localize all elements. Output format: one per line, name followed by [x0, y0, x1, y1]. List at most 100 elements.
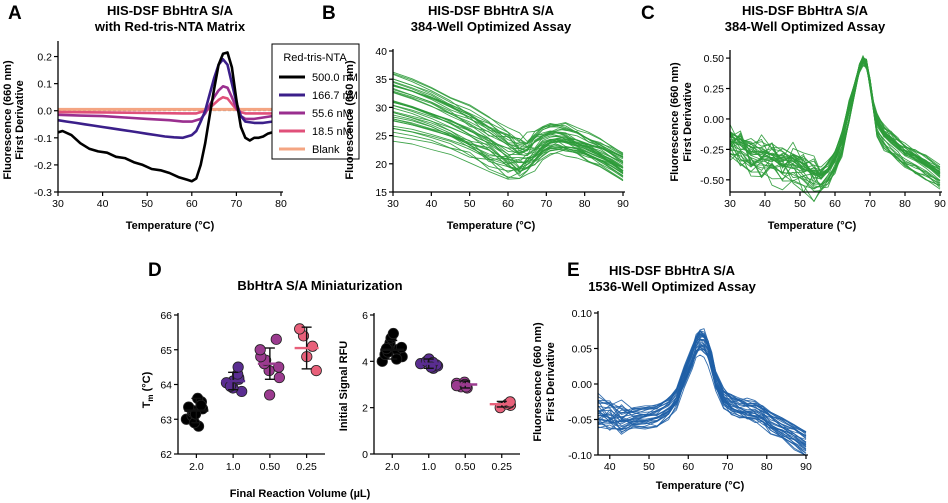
panel-d-sub0-y-tick-label: 66 [160, 310, 172, 322]
panel-a-x-tick-label: 40 [97, 198, 109, 210]
legend-item-label: 18.5 nM [312, 126, 352, 138]
panel-letter-a: A [8, 3, 22, 24]
panel-c-x-tick-label: 30 [724, 198, 736, 210]
panel-e-curve [597, 354, 807, 448]
panel-e-curve [597, 333, 807, 450]
panel-a-title-line1: HIS-DSF BbHtrA S/A [107, 3, 234, 18]
panel-d-sub0-x-tick-label: 2.0 [189, 461, 204, 473]
panel-a-y-tick-label: 0.0 [37, 106, 52, 118]
panel-d-sub1-y-tick-label: 6 [362, 310, 368, 322]
legend-box [271, 43, 360, 160]
panel-a-x-tick-label: 50 [141, 198, 153, 210]
panel-b-curve [392, 111, 624, 180]
panel-e-x-tick-label: 50 [643, 461, 655, 473]
panel-b-curve [392, 101, 624, 157]
panel-d-sub0-y-tick-label: 63 [160, 414, 172, 426]
panel-c-x-tick-label: 90 [934, 198, 946, 210]
panel-d-sub0-point [270, 333, 282, 345]
panel-a-y-tick-label: -0.1 [34, 133, 52, 145]
panel-letter-e: E [567, 260, 580, 281]
legend-item-label: 500.0 nM [312, 72, 358, 84]
panel-d-xlabel: Final Reaction Volume (µL) [230, 488, 371, 500]
panel-d-sub0-y-tick-label: 62 [160, 449, 172, 461]
panel-c-x-tick-label: 50 [794, 198, 806, 210]
panel-a-x-tick-label: 60 [186, 198, 198, 210]
panel-b-title-line1: HIS-DSF BbHtrA S/A [428, 3, 555, 18]
panel-e-curve [597, 349, 807, 445]
panel-d-sub0-point [273, 371, 285, 384]
panel-d-sub1-point [387, 327, 399, 340]
panel-e-title-line1: HIS-DSF BbHtrA S/A [609, 263, 736, 278]
panel-a-x-tick-label: 80 [275, 198, 287, 210]
panel-b-title-line2: 384-Well Optimized Assay [411, 19, 572, 34]
panel-b-x-tick-label: 80 [579, 198, 591, 210]
panel-e-curve [597, 341, 807, 454]
panel-e-x-tick-label: 60 [682, 461, 694, 473]
panel-a-legend: Red-tris-NTA 500.0 nM 166.7 nM 55.6 nM 18.5… [271, 43, 360, 160]
panel-b-chart: HIS-DSF BbHtrA S/A 384-Well Optimized As… [344, 3, 629, 232]
panel-c-y-tick-label: 0.00 [704, 114, 725, 126]
panel-d-sub1-x-tick-label: 0.50 [455, 461, 476, 473]
panel-c-x-tick-label: 40 [759, 198, 771, 210]
panel-d-title: BbHtrA S/A Miniaturization [237, 278, 402, 293]
legend-item-label: 55.6 nM [312, 108, 352, 120]
panel-b-y-tick-label: 40 [375, 46, 387, 58]
panel-a-ylabel-line2: First Derivative [14, 80, 26, 159]
panel-a-xlabel: Temperature (°C) [126, 220, 215, 232]
panel-d-sub1-x-tick-label: 0.25 [492, 461, 513, 473]
panel-b-curve [392, 140, 624, 180]
panel-b-x-tick-label: 90 [617, 198, 629, 210]
panel-d-sub1-point [460, 381, 472, 393]
panel-e-curve [597, 345, 807, 449]
panel-c-curve [729, 60, 941, 185]
panel-c-x-tick-label: 60 [829, 198, 841, 210]
panel-e-y-tick-label: 0.10 [572, 308, 593, 320]
panel-b-ylabel: Fluorescence (660 nm) [344, 60, 356, 180]
panel-c-title-line2: 384-Well Optimized Assay [725, 19, 886, 34]
legend-item-label: Blank [312, 144, 340, 156]
panel-b-y-tick-label: 35 [375, 74, 387, 86]
panel-d-sub1-x-tick-label: 2.0 [385, 461, 400, 473]
panel-c-x-tick-label: 70 [864, 198, 876, 210]
panel-e-chart: HIS-DSF BbHtrA S/A 1536-Well Optimized A… [532, 263, 812, 492]
panel-d-sub0-point [306, 340, 319, 352]
panel-e-curve [597, 331, 807, 439]
panel-d-sub1-point [395, 341, 408, 354]
panel-d-sub1-y-tick-label: 0 [362, 449, 368, 461]
panel-b-y-tick-label: 15 [375, 187, 387, 199]
panel-a-ylabel-line1: Fluorescence (660 nm) [2, 60, 14, 180]
panel-b-curve [392, 127, 624, 175]
panel-c-y-tick-label: 0.25 [704, 84, 725, 96]
panel-a-y-tick-label: -0.3 [34, 187, 52, 199]
panel-e-xlabel: Temperature (°C) [656, 480, 745, 492]
panel-d-left-ylabel: Tm (°C) [141, 371, 155, 408]
panel-c-curve [729, 58, 941, 175]
panel-c-y-tick-label: -0.25 [700, 144, 724, 156]
panel-e-curve [597, 335, 807, 452]
panel-e-curve [597, 336, 807, 434]
panel-b-curve [392, 84, 624, 159]
panel-a-series-line [57, 85, 281, 123]
panel-d-right-ylabel: Initial Signal RFU [338, 341, 350, 432]
panel-e-curve [597, 344, 807, 456]
panel-letter-b: B [322, 3, 336, 24]
panel-d-sub1-y-tick-label: 4 [362, 356, 368, 368]
panel-e-x-tick-label: 40 [604, 461, 616, 473]
panel-c-xlabel: Temperature (°C) [768, 220, 857, 232]
panel-d-sub1-x-tick-label: 1.0 [421, 461, 436, 473]
panel-c-y-tick-label: 0.50 [704, 53, 725, 65]
panel-d-sub0-y-tick-label: 65 [160, 345, 172, 357]
panel-b-x-tick-label: 60 [502, 198, 514, 210]
panel-c-curve [729, 62, 941, 203]
legend-item-label: 166.7 nM [312, 90, 358, 102]
panel-c-curve [729, 65, 941, 193]
panel-a-series-line [57, 51, 281, 183]
panel-c-ylabel-line1: Fluorescence (660 nm) [669, 62, 681, 182]
panel-b-y-tick-label: 30 [375, 102, 387, 114]
panel-c-ylabel-line2: First Derivative [682, 82, 694, 161]
panel-b-xlabel: Temperature (°C) [447, 220, 536, 232]
panel-c-x-tick-label: 80 [899, 198, 911, 210]
panel-a-title-line2: with Red-tris-NTA Matrix [94, 19, 246, 34]
panel-a-x-tick-label: 30 [52, 198, 64, 210]
